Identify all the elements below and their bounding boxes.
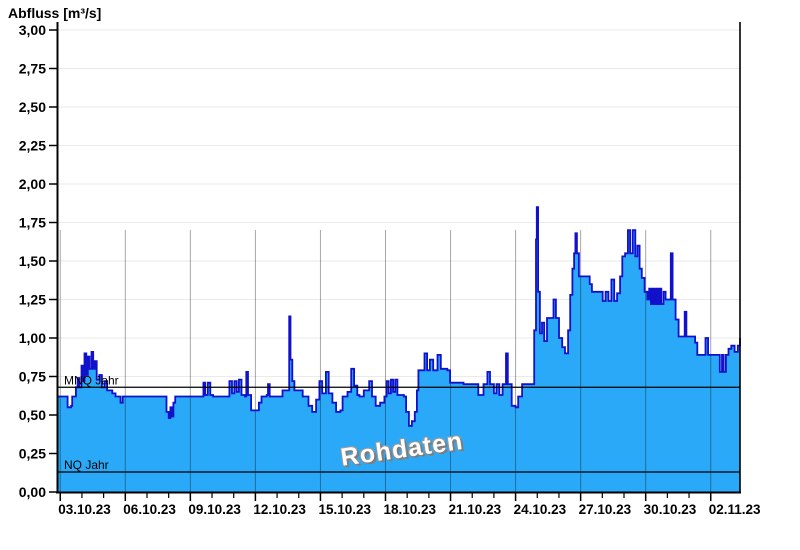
x-tick-label: 09.10.23 (188, 502, 241, 517)
y-tick-label: 0,00 (19, 484, 46, 500)
x-tick-label: 02.11.23 (709, 502, 761, 517)
x-tick-label: 15.10.23 (318, 502, 371, 517)
nq-label: NQ Jahr (64, 458, 109, 472)
discharge-line (57, 206, 741, 427)
x-tick-label: 18.10.23 (383, 502, 436, 517)
y-tick-label: 3,00 (19, 22, 46, 38)
y-tick-label: 1,25 (19, 292, 46, 308)
y-tick-label: 2,50 (19, 99, 46, 115)
y-tick-label: 2,75 (19, 61, 46, 77)
x-tick-label: 06.10.23 (123, 502, 176, 517)
discharge-area (57, 207, 740, 492)
y-axis-title: Abfluss [m³/s] (8, 5, 102, 21)
x-tick-label: 27.10.23 (579, 502, 632, 517)
x-tick-label: 24.10.23 (514, 502, 567, 517)
x-tick-label: 21.10.23 (449, 502, 502, 517)
x-tick-label: 03.10.23 (58, 502, 111, 517)
mnq-label: MNQ Jahr (64, 373, 119, 387)
y-tick-label: 1,75 (19, 215, 46, 231)
y-tick-label: 2,00 (19, 176, 46, 192)
y-tick-label: 2,25 (19, 138, 46, 154)
y-tick-label: 1,00 (19, 330, 46, 346)
y-tick-label: 1,50 (19, 253, 46, 269)
x-tick-label: 12.10.23 (253, 502, 306, 517)
y-tick-label: 0,50 (19, 407, 46, 423)
y-tick-label: 0,25 (19, 446, 46, 462)
y-tick-label: 0,75 (19, 369, 46, 385)
x-tick-label: 30.10.23 (644, 502, 697, 517)
